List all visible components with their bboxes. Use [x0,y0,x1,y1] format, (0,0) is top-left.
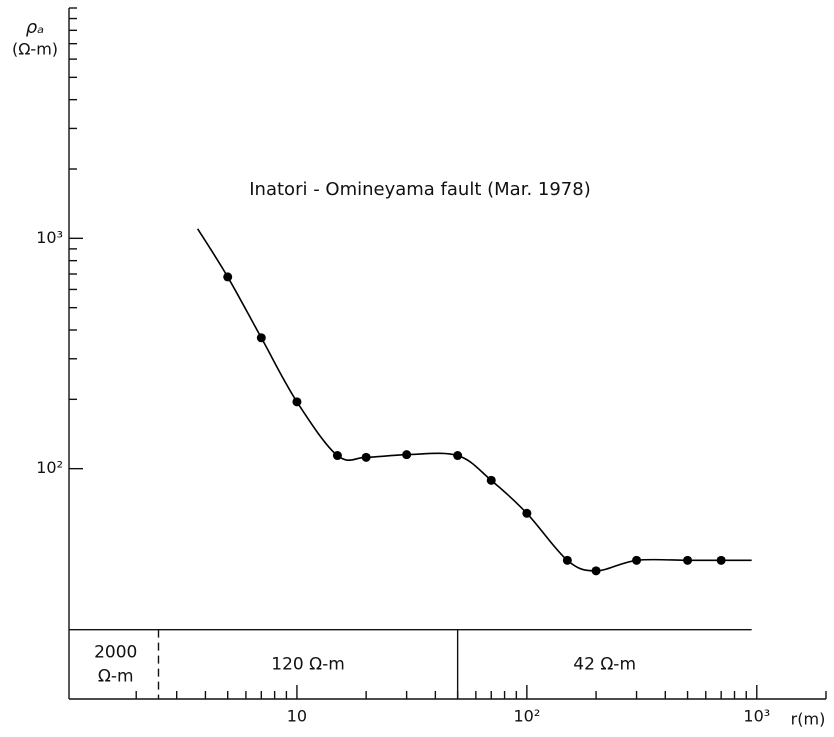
layer-label: 2000 [94,642,137,662]
layer-label: Ω-m [98,666,134,686]
layer-label: 42 Ω-m [573,654,636,674]
data-point [632,555,642,565]
data-point [562,555,572,565]
y-tick-label: 10² [36,458,63,477]
data-point [486,475,496,485]
data-point [683,555,693,565]
x-axis-label: r(m) [791,710,826,729]
data-point [256,333,266,343]
fit-curve [196,228,752,572]
data-point [361,452,371,462]
layer-label: 120 Ω-m [271,654,345,674]
data-point [332,451,342,461]
x-tick-label: 10 [287,707,307,726]
data-point [453,451,463,461]
x-tick-label: 10² [513,707,540,726]
y-axis-unit: (Ω-m) [12,40,58,59]
data-point [591,566,601,576]
data-point [402,450,412,460]
chart-title: Inatori - Omineyama fault (Mar. 1978) [249,179,590,200]
data-point [292,397,302,407]
data-point [223,272,233,282]
y-axis-symbol: ρₐ [26,17,44,38]
x-tick-label: 10³ [743,707,770,726]
y-tick-label: 10³ [36,228,63,247]
data-point [522,508,532,518]
data-point [716,555,726,565]
